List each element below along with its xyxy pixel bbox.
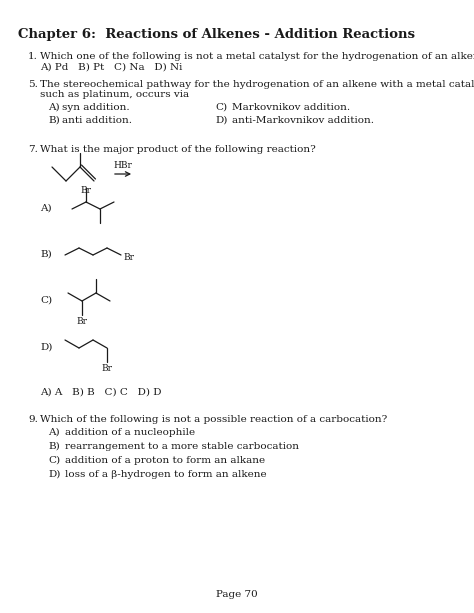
- Text: The stereochemical pathway for the hydrogenation of an alkene with a metal catal: The stereochemical pathway for the hydro…: [40, 80, 474, 89]
- Text: loss of a β-hydrogen to form an alkene: loss of a β-hydrogen to form an alkene: [65, 470, 266, 479]
- Text: such as platinum, occurs via: such as platinum, occurs via: [40, 90, 189, 99]
- Text: A) Pd   B) Pt   C) Na   D) Ni: A) Pd B) Pt C) Na D) Ni: [40, 63, 182, 72]
- Text: 5.: 5.: [28, 80, 38, 89]
- Text: B): B): [48, 116, 60, 125]
- Text: What is the major product of the following reaction?: What is the major product of the followi…: [40, 145, 316, 154]
- Text: anti addition.: anti addition.: [62, 116, 132, 125]
- Text: C): C): [40, 296, 52, 305]
- Text: D): D): [40, 343, 52, 352]
- Text: 1.: 1.: [28, 52, 38, 61]
- Text: 7.: 7.: [28, 145, 38, 154]
- Text: Br: Br: [101, 364, 112, 373]
- Text: Which of the following is not a possible reaction of a carbocation?: Which of the following is not a possible…: [40, 415, 387, 424]
- Text: B): B): [48, 442, 60, 451]
- Text: Page 70: Page 70: [216, 590, 258, 599]
- Text: Br: Br: [123, 253, 134, 262]
- Text: 9.: 9.: [28, 415, 38, 424]
- Text: A) A   B) B   C) C   D) D: A) A B) B C) C D) D: [40, 388, 162, 397]
- Text: anti-Markovnikov addition.: anti-Markovnikov addition.: [232, 116, 374, 125]
- Text: addition of a nucleophile: addition of a nucleophile: [65, 428, 195, 437]
- Text: D): D): [215, 116, 228, 125]
- Text: rearrangement to a more stable carbocation: rearrangement to a more stable carbocati…: [65, 442, 299, 451]
- Text: HBr: HBr: [114, 161, 132, 170]
- Text: Br: Br: [81, 186, 91, 195]
- Text: A): A): [40, 204, 52, 213]
- Text: C): C): [48, 456, 60, 465]
- Text: addition of a proton to form an alkane: addition of a proton to form an alkane: [65, 456, 265, 465]
- Text: C): C): [215, 103, 227, 112]
- Text: Chapter 6:  Reactions of Alkenes - Addition Reactions: Chapter 6: Reactions of Alkenes - Additi…: [18, 28, 415, 41]
- Text: A): A): [48, 103, 60, 112]
- Text: B): B): [40, 250, 52, 259]
- Text: Markovnikov addition.: Markovnikov addition.: [232, 103, 350, 112]
- Text: syn addition.: syn addition.: [62, 103, 129, 112]
- Text: D): D): [48, 470, 60, 479]
- Text: Br: Br: [76, 317, 88, 326]
- Text: A): A): [48, 428, 60, 437]
- Text: Which one of the following is not a metal catalyst for the hydrogenation of an a: Which one of the following is not a meta…: [40, 52, 474, 61]
